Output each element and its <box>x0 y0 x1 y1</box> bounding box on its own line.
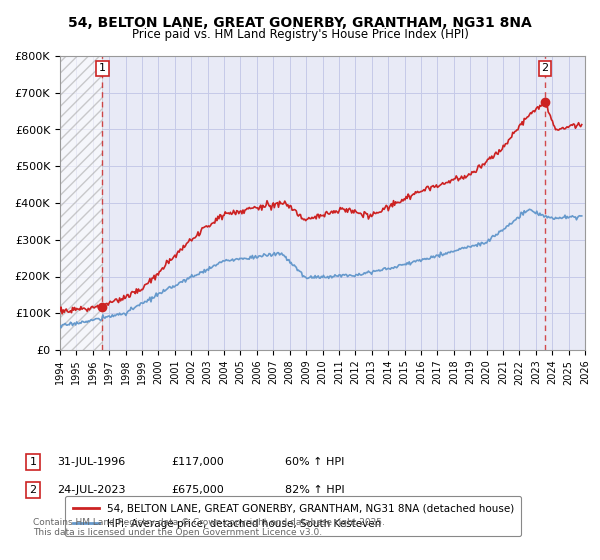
Text: 54, BELTON LANE, GREAT GONERBY, GRANTHAM, NG31 8NA: 54, BELTON LANE, GREAT GONERBY, GRANTHAM… <box>68 16 532 30</box>
Text: £117,000: £117,000 <box>171 457 224 467</box>
Text: £675,000: £675,000 <box>171 485 224 495</box>
Bar <box>60 56 103 350</box>
Text: 82% ↑ HPI: 82% ↑ HPI <box>285 485 344 495</box>
Text: Price paid vs. HM Land Registry's House Price Index (HPI): Price paid vs. HM Land Registry's House … <box>131 28 469 41</box>
Text: 2: 2 <box>541 63 548 73</box>
Text: 1: 1 <box>29 457 37 467</box>
Text: 24-JUL-2023: 24-JUL-2023 <box>57 485 125 495</box>
Legend: 54, BELTON LANE, GREAT GONERBY, GRANTHAM, NG31 8NA (detached house), HPI: Averag: 54, BELTON LANE, GREAT GONERBY, GRANTHAM… <box>65 496 521 536</box>
Text: Contains HM Land Registry data © Crown copyright and database right 2025.
This d: Contains HM Land Registry data © Crown c… <box>33 518 385 538</box>
Text: 1: 1 <box>99 63 106 73</box>
Text: 2: 2 <box>29 485 37 495</box>
Text: 31-JUL-1996: 31-JUL-1996 <box>57 457 125 467</box>
Text: 60% ↑ HPI: 60% ↑ HPI <box>285 457 344 467</box>
